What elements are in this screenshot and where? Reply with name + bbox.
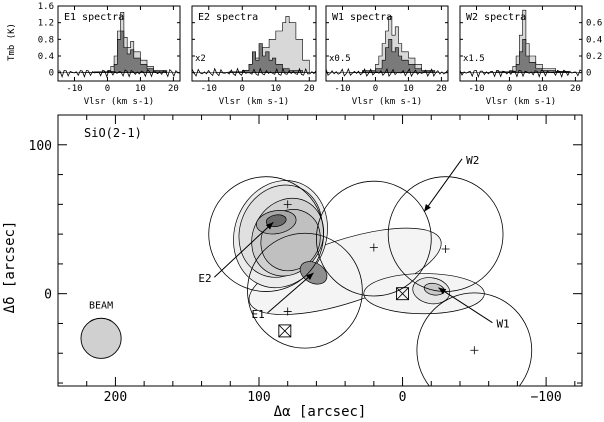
spectrum-baseline-E1 [58,68,181,79]
spectrum-panel-W2: -10 0 10 20 0 0.2 0.4 0.6 W2 spectra x1.5 Vlsr (km… [459,5,602,107]
spectrum-ytick-label: 0.8 [38,35,54,45]
spectrum-shaded-E1 [81,30,168,73]
spectra-ylabel: Tmb (K) [7,23,17,61]
spectrum-xtick-label-W1: -10 [334,84,350,94]
field-circle-2 [316,180,432,297]
map-inner [80,176,533,386]
spectrum-panel-W1: -10 0 10 20 W1 spectra x0.5 Vlsr (km s-1) [325,5,449,107]
map-title: SiO(2-1) [84,126,142,140]
spectrum-xtick-label-W2: 0 [507,84,512,94]
field-center-cross-2 [441,245,450,254]
map-frame [57,114,583,387]
spectrum-xtick-label-W2: -10 [468,84,484,94]
field-center-cross-4 [470,346,479,355]
spectrum-ytick-label-right: 0.2 [586,52,602,62]
spectrum-frame-W2 [459,5,583,82]
field-circle-3 [387,176,504,292]
spectrum-ytick-label-right: 0.4 [586,35,602,45]
region-arrow-W1 [438,287,493,324]
spectrum-ytick-label: 1.2 [38,19,54,29]
spectrum-frame-E1 [57,5,181,82]
spectrum-shaded-E2 [215,43,303,73]
beam-ellipse [80,317,122,359]
spectrum-xtick-label-E1: 20 [168,84,179,94]
spectrum-xtick-label-E2: 20 [304,84,315,94]
map-xtick-label: 100 [247,390,270,405]
region-arrowhead-E1 [305,272,314,281]
contour-outer [248,227,442,315]
spectrum-xlabel-E1: Vlsr (km s-1) [84,97,154,107]
spectrum-shaded-W2 [483,39,570,73]
region-label-E2: E2 [198,272,211,285]
spectrum-ytick-label-right: 0 [586,69,591,79]
spectrum-ytick-label: 1.6 [38,2,54,12]
beam-label: BEAM [89,300,113,311]
region-arrowhead-E2 [265,222,274,230]
spectrum-xtick-label-W2: 20 [570,84,581,94]
spectra-panels: -10 0 10 20 0 0.4 0.8 1.2 1.6 E1 spectra Vlsr (km … [38,2,603,107]
spectrum-panel-E2: -10 0 10 20 E2 spectra x2 Vlsr (km s-1) [191,5,317,107]
field-center-cross-0 [283,200,292,209]
boxed-cross-0 [278,324,292,338]
spectrum-ytick-label-right: 0.6 [586,19,602,29]
boxed-cross-frame-0 [278,324,292,338]
region-arrowhead-W1 [438,287,447,295]
map-ylabel: Δδ [arcsec] [2,221,18,314]
spectrum-title-W1: W1 spectra [332,12,392,23]
field-center-cross-3 [283,307,292,316]
region-label-W1: W1 [496,318,509,331]
spectrum-baseline-W2 [459,69,583,79]
field-circle-0 [208,176,324,292]
map-xtick-label: 0 [399,390,407,405]
spectrum-title-E2: E2 spectra [198,12,258,23]
region-arrow-E2 [214,221,274,278]
spectrum-frame-E2 [191,5,317,82]
region-arrow-E1 [267,272,314,314]
spectrum-xlabel-E2: Vlsr (km s-1) [219,97,289,107]
spectrum-shaded-W1 [349,39,436,73]
map-xlabel: Δα [arcsec] [274,404,367,420]
spectrum-baseline-E2 [191,67,317,77]
field-circle-1 [247,232,363,349]
map-ytick-label: 0 [44,288,52,303]
region-label-W2: W2 [466,154,479,167]
spectrum-title-E1: E1 spectra [64,12,124,23]
field-center-cross-1 [369,243,378,252]
spectrum-xtick-label-E2: 0 [240,84,245,94]
boxed-cross-1 [396,287,409,300]
spectrum-xtick-label-W1: 10 [403,84,414,94]
map-xtick-label: 200 [104,390,127,405]
map-ytick-label: 100 [29,139,52,154]
sio-map: BEAM E2 E1 W1 W2 SiO(2-1) 200 100 0 −100 100 0 [29,114,583,405]
spectrum-xtick-label-E1: 0 [105,84,110,94]
spectrum-xtick-label-E2: -10 [201,84,217,94]
spectrum-frame-W1 [325,5,449,82]
spectrum-panel-E1: -10 0 10 20 0 0.4 0.8 1.2 1.6 E1 spectra Vlsr (km … [38,2,181,107]
spectrum-xtick-label-W1: 20 [436,84,447,94]
spectrum-ytick-label: 0.4 [38,52,54,62]
spectrum-xlabel-W2: Vlsr (km s-1) [486,97,556,107]
spectrum-xtick-label-E2: 10 [270,84,281,94]
region-arrowhead-W2 [424,203,431,212]
spectrum-xtick-label-E1: -10 [66,84,82,94]
region-label-E1: E1 [252,308,265,321]
spectrum-scale-W1: x0.5 [329,54,351,64]
spectrum-scale-E2: x2 [195,54,206,64]
region-arrow-W2 [423,158,463,213]
map-xtick-label: −100 [530,390,561,405]
boxed-cross-frame-1 [396,287,409,301]
spectrum-ytick-label: 0 [49,69,54,79]
spectrum-title-W2: W2 spectra [466,12,526,23]
spectrum-scale-W2: x1.5 [463,54,485,64]
spectrum-xlabel-W1: Vlsr (km s-1) [352,97,422,107]
spectrum-xtick-label-W1: 0 [373,84,378,94]
spectrum-xtick-label-E1: 10 [135,84,146,94]
field-circle-4 [416,292,533,386]
spectrum-baseline-W1 [325,67,449,78]
spectrum-xtick-label-W2: 10 [537,84,548,94]
